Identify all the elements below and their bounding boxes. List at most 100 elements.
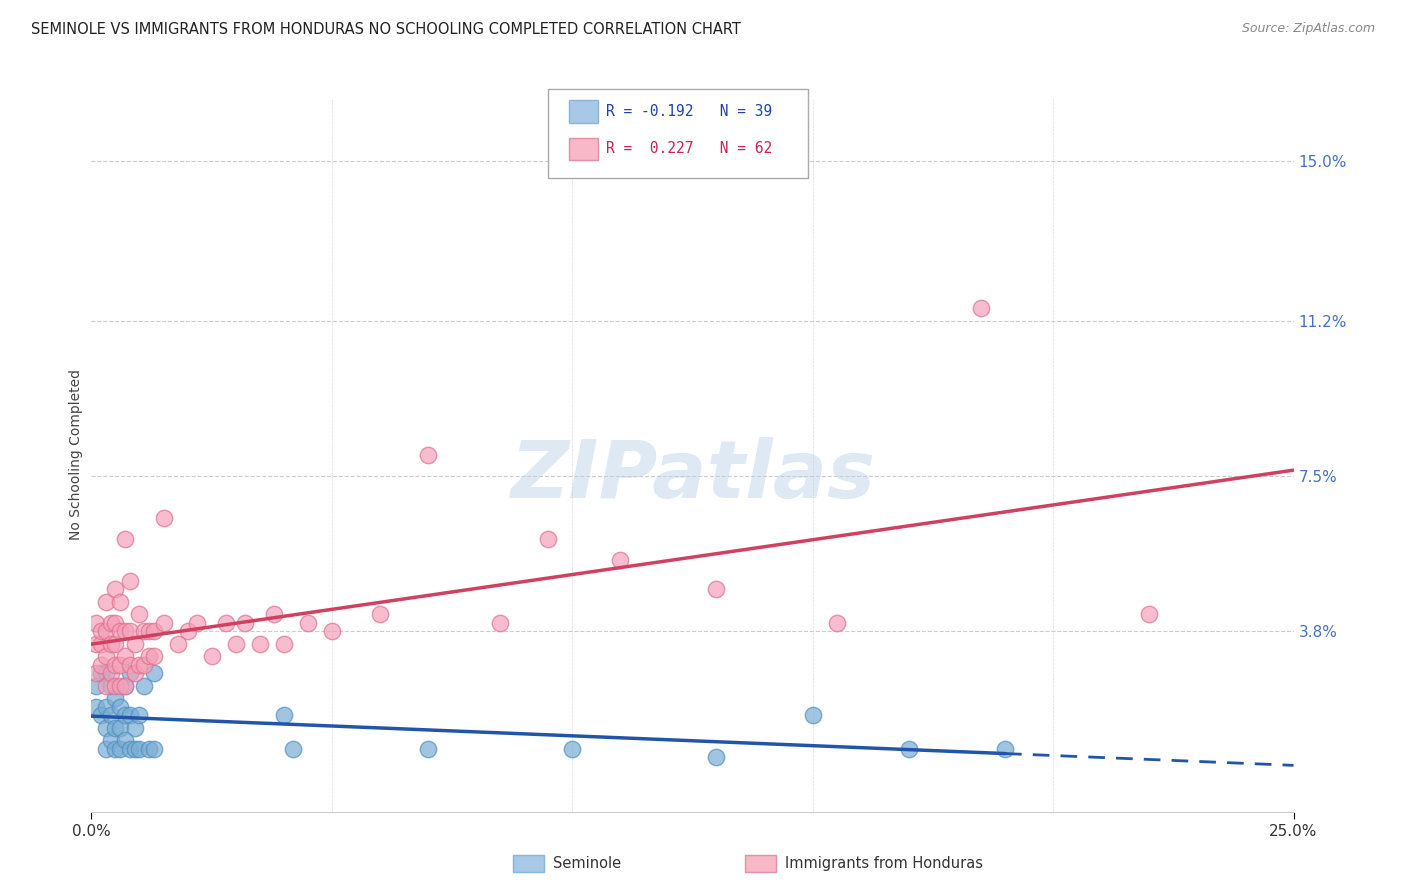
Point — [94, 721, 117, 735]
Point — [273, 637, 295, 651]
Point — [84, 637, 107, 651]
Point — [100, 615, 122, 630]
Point — [118, 574, 141, 588]
Point — [138, 624, 160, 639]
Point — [706, 750, 728, 764]
Point — [104, 615, 127, 630]
Point — [801, 708, 824, 723]
Point — [118, 666, 141, 681]
Text: ZIPatlas: ZIPatlas — [510, 437, 875, 516]
Point — [225, 637, 247, 651]
Point — [215, 615, 238, 630]
Point — [128, 708, 150, 723]
Point — [84, 615, 107, 630]
Point — [94, 679, 117, 693]
Point — [1137, 607, 1160, 622]
Point — [609, 553, 631, 567]
Point — [142, 624, 165, 639]
Point — [110, 741, 132, 756]
Point — [110, 624, 132, 639]
Point — [104, 582, 127, 597]
Point — [124, 721, 146, 735]
Text: Immigrants from Honduras: Immigrants from Honduras — [785, 856, 983, 871]
Point — [94, 699, 117, 714]
Point — [233, 615, 256, 630]
Point — [94, 649, 117, 664]
Point — [118, 741, 141, 756]
Point — [994, 741, 1017, 756]
Point — [110, 699, 132, 714]
Point — [104, 657, 127, 672]
Point — [110, 721, 132, 735]
Y-axis label: No Schooling Completed: No Schooling Completed — [69, 369, 83, 541]
Point — [124, 741, 146, 756]
Point — [104, 741, 127, 756]
Point — [489, 615, 512, 630]
Point — [94, 624, 117, 639]
Point — [321, 624, 343, 639]
Point — [897, 741, 920, 756]
Point — [152, 511, 174, 525]
Text: R = -0.192   N = 39: R = -0.192 N = 39 — [606, 104, 772, 119]
Point — [128, 607, 150, 622]
Point — [825, 615, 848, 630]
Point — [118, 657, 141, 672]
Text: Seminole: Seminole — [553, 856, 620, 871]
Point — [142, 666, 165, 681]
Point — [138, 649, 160, 664]
Point — [114, 733, 136, 747]
Text: Source: ZipAtlas.com: Source: ZipAtlas.com — [1241, 22, 1375, 36]
Point — [176, 624, 198, 639]
Point — [128, 657, 150, 672]
Point — [167, 637, 190, 651]
Point — [110, 657, 132, 672]
Point — [537, 532, 560, 546]
Point — [110, 595, 132, 609]
Point — [94, 595, 117, 609]
Point — [297, 615, 319, 630]
Point — [249, 637, 271, 651]
Point — [110, 679, 132, 693]
Point — [128, 741, 150, 756]
Point — [100, 666, 122, 681]
Point — [84, 666, 107, 681]
Point — [90, 657, 112, 672]
Point — [142, 649, 165, 664]
Point — [273, 708, 295, 723]
Point — [134, 624, 156, 639]
Point — [100, 708, 122, 723]
Point — [201, 649, 224, 664]
Point — [142, 741, 165, 756]
Point — [706, 582, 728, 597]
Point — [90, 708, 112, 723]
Point — [100, 733, 122, 747]
Point — [90, 637, 112, 651]
Point — [94, 741, 117, 756]
Point — [104, 691, 127, 706]
Point — [114, 679, 136, 693]
Point — [970, 301, 993, 315]
Point — [114, 679, 136, 693]
Point — [100, 637, 122, 651]
Point — [114, 649, 136, 664]
Point — [138, 741, 160, 756]
Text: R =  0.227   N = 62: R = 0.227 N = 62 — [606, 142, 772, 156]
Point — [84, 679, 107, 693]
Point — [114, 532, 136, 546]
Point — [84, 699, 107, 714]
Point — [561, 741, 583, 756]
Point — [118, 624, 141, 639]
Point — [104, 637, 127, 651]
Text: SEMINOLE VS IMMIGRANTS FROM HONDURAS NO SCHOOLING COMPLETED CORRELATION CHART: SEMINOLE VS IMMIGRANTS FROM HONDURAS NO … — [31, 22, 741, 37]
Point — [124, 637, 146, 651]
Point — [263, 607, 285, 622]
Point — [134, 679, 156, 693]
Point — [114, 708, 136, 723]
Point — [104, 679, 127, 693]
Point — [118, 708, 141, 723]
Point — [124, 666, 146, 681]
Point — [100, 679, 122, 693]
Point — [186, 615, 208, 630]
Point — [104, 721, 127, 735]
Point — [416, 741, 439, 756]
